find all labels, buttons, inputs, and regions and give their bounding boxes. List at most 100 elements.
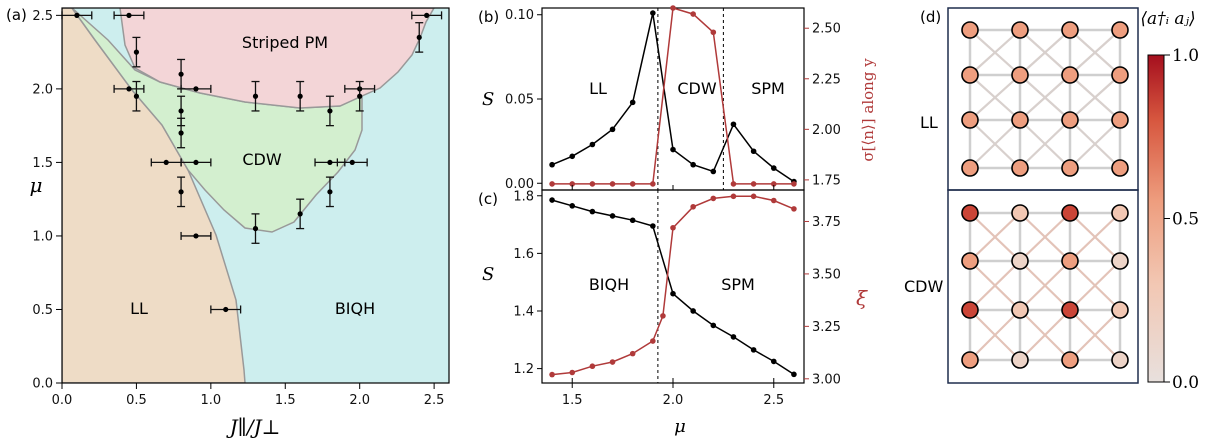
phase-boundary-point [297,211,303,217]
lattice-site [1011,111,1029,129]
lattice-site [1061,301,1079,319]
series-point-right [690,203,696,210]
x-tick-label: 2.0 [663,393,684,408]
series-point-right [650,338,656,344]
colorbar-tick-label: 1.0 [1172,46,1199,66]
bond-diagonal [1019,309,1071,361]
series-point-right [670,224,676,231]
series-point-right [589,363,596,370]
lattice-site [961,159,979,177]
bond-diagonal [1069,212,1121,262]
bond-diagonal [1019,212,1071,262]
colorbar-tick-label: 0.5 [1172,210,1199,230]
x-tick-label-a: 0.5 [126,393,147,408]
bond-diagonal [1019,119,1071,169]
y-tick-label-a: 0.0 [32,377,53,392]
phase-boundary-point [178,71,184,77]
panel-a: 0.0 0.5 1.0 1.5 2.0 2.5 0.0 0.5 1.0 1.5 2.0 2.5 Str… [6,6,450,439]
series-point-left [589,141,596,148]
series-point-left [791,371,797,378]
region-label-ll: LL [130,299,148,318]
lattice-site [1011,252,1029,270]
lattice-site [1011,351,1029,369]
region-label-cdw-b: CDW [677,79,716,98]
lattice-site [1111,301,1129,319]
series-point-left [710,322,717,329]
phase-boundary-point [163,159,169,166]
y-axis-label-b: S [482,89,494,110]
series-point-right [629,350,636,357]
y-tick-label: 0.05 [505,93,534,108]
y-right-tick-label: 3.50 [812,267,841,282]
phase-boundary-point [193,233,199,239]
series-point-left [629,217,636,224]
bond-diagonal [1019,29,1071,76]
y-tick-label-a: 1.0 [32,229,53,244]
y-tick-label: 0.10 [505,8,534,23]
bond-diagonal [1019,74,1071,121]
y-right-tick-label: 3.00 [812,372,841,387]
series-point-left [730,121,737,128]
colorbar [1147,54,1165,383]
phase-boundary-point [178,189,184,195]
panel-label-d: (d) [920,8,941,26]
x-tick-label-a: 1.5 [275,393,296,408]
region-label-cdw: CDW [242,150,281,169]
region-label-striped-pm: Striped PM [242,33,328,52]
phase-boundary-point [126,12,132,18]
series-point-left [549,161,555,168]
x-tick-label-a: 1.0 [201,393,222,408]
phase-boundary-point [416,34,422,41]
phase-boundary-point [133,49,140,55]
series-point-right [549,371,555,378]
region-label-ll-b: LL [589,79,607,98]
lattice-label-cdw: CDW [904,277,943,296]
series-point-left [670,290,676,297]
lattice-site [961,351,979,369]
series-point-left [750,148,757,155]
lattice-site [1061,111,1079,129]
y-right-tick-label: 2.00 [812,123,841,138]
y-tick-label: 1.2 [513,362,534,377]
phase-boundary-point [327,189,333,195]
x-tick-label: 1.5 [562,393,583,408]
bond-diagonal [1069,260,1121,311]
series-point-left [569,203,576,209]
y-right-axis-label-c: ξ [856,286,868,310]
lattice-site [961,301,979,319]
phase-boundary-point [327,108,333,114]
lattice-site [961,111,979,129]
series-point-right [629,181,636,187]
phase-boundary-point [133,93,140,99]
y-right-tick-label: 2.50 [812,22,841,37]
series-point-left [750,347,757,353]
y-right-tick-label: 3.25 [812,320,841,335]
y-tick-label: 0.00 [505,177,534,192]
lattice-site [1061,252,1079,270]
phase-boundary-point [357,93,363,99]
phase-boundary-point [193,159,199,166]
lattice-site [1011,66,1029,84]
series-point-left [609,126,616,133]
lattice-label-ll: LL [920,113,938,132]
series-point-left [589,208,596,215]
axes-frame-a [61,7,450,384]
lattice-site [1061,66,1079,84]
series-point-left [609,213,616,219]
series-point-left [670,146,676,153]
series-point-left [710,168,717,175]
lattice-site [961,252,979,270]
series-point-right [710,29,717,36]
series-point-right [670,5,676,11]
y-tick-label-a: 2.0 [32,82,53,97]
series-point-right [549,181,555,187]
x-tick-label-a: 2.5 [424,393,445,408]
x-tick-label-a: 2.0 [349,393,370,408]
lattice-site [1011,204,1029,222]
bond-diagonal [1069,74,1121,121]
phase-boundary-point [126,86,132,92]
x-axis-label-a: J∥/J⊥ [226,415,281,439]
phase-boundary-point [252,225,259,232]
series-point-right [730,193,737,200]
